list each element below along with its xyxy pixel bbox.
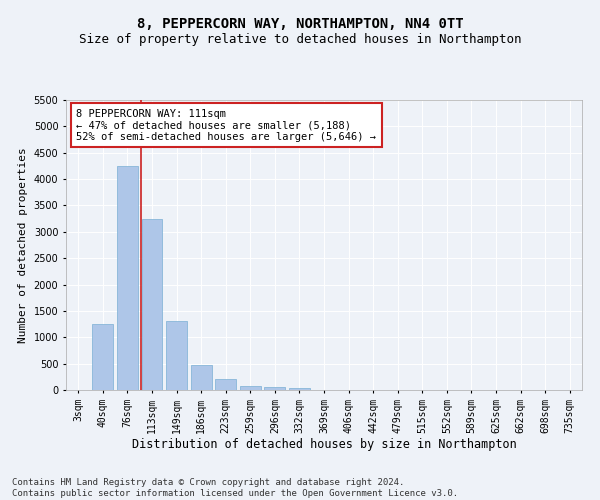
Y-axis label: Number of detached properties: Number of detached properties: [18, 147, 28, 343]
Bar: [117, 166, 138, 390]
Bar: [142, 218, 163, 390]
Text: Contains HM Land Registry data © Crown copyright and database right 2024.
Contai: Contains HM Land Registry data © Crown c…: [12, 478, 458, 498]
Text: Size of property relative to detached houses in Northampton: Size of property relative to detached ho…: [79, 32, 521, 46]
Bar: [166, 322, 187, 390]
Bar: [240, 386, 261, 390]
Bar: [92, 324, 113, 390]
Bar: [191, 365, 212, 390]
Bar: [215, 380, 236, 390]
Bar: [289, 388, 310, 390]
Text: 8 PEPPERCORN WAY: 111sqm
← 47% of detached houses are smaller (5,188)
52% of sem: 8 PEPPERCORN WAY: 111sqm ← 47% of detach…: [76, 108, 376, 142]
Bar: [265, 387, 286, 390]
Text: 8, PEPPERCORN WAY, NORTHAMPTON, NN4 0TT: 8, PEPPERCORN WAY, NORTHAMPTON, NN4 0TT: [137, 18, 463, 32]
X-axis label: Distribution of detached houses by size in Northampton: Distribution of detached houses by size …: [131, 438, 517, 452]
